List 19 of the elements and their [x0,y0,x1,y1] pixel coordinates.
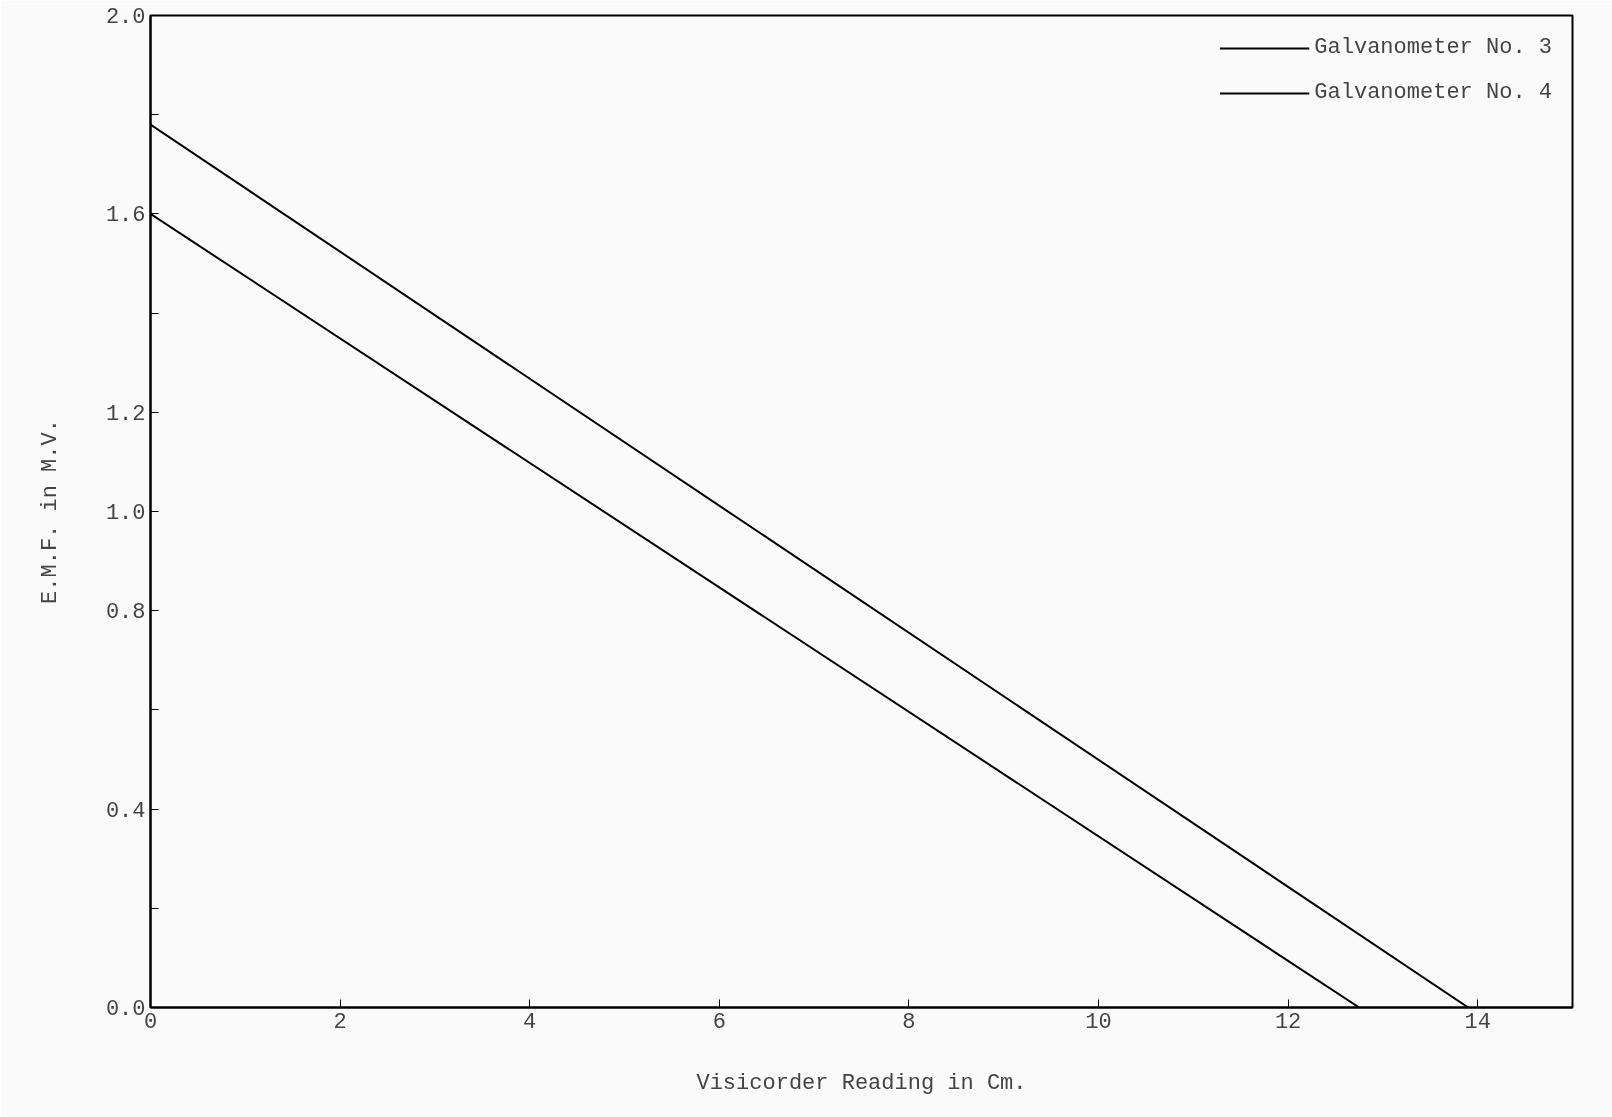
x-tick-label: 6 [712,1009,726,1035]
y-tick-label: 0.0 [105,997,146,1022]
x-tick-label: 4 [523,1009,537,1035]
x-axis-title: Visicorder Reading in Cm. [696,1070,1027,1096]
legend-label: Galvanometer No. 4 [1314,80,1552,105]
y-tick-label: 1.0 [105,501,146,526]
y-tick-label: 2.0 [105,5,146,30]
x-tick-label: 14 [1464,1009,1491,1035]
y-tick-label: 0.4 [105,798,146,824]
x-tick-label: 0 [143,1009,158,1035]
y-tick-label: 1.6 [105,203,146,229]
y-tick-label: 1.2 [105,401,146,427]
x-tick-label: 12 [1274,1009,1302,1035]
y-axis-title: E.M.F. in M.V. [37,419,63,604]
x-tick-label: 8 [902,1009,916,1035]
legend-label: Galvanometer No. 3 [1314,35,1552,60]
x-tick-label: 10 [1085,1009,1112,1035]
x-tick-label: 2 [333,1009,347,1035]
y-tick-label: 0.8 [105,600,146,626]
